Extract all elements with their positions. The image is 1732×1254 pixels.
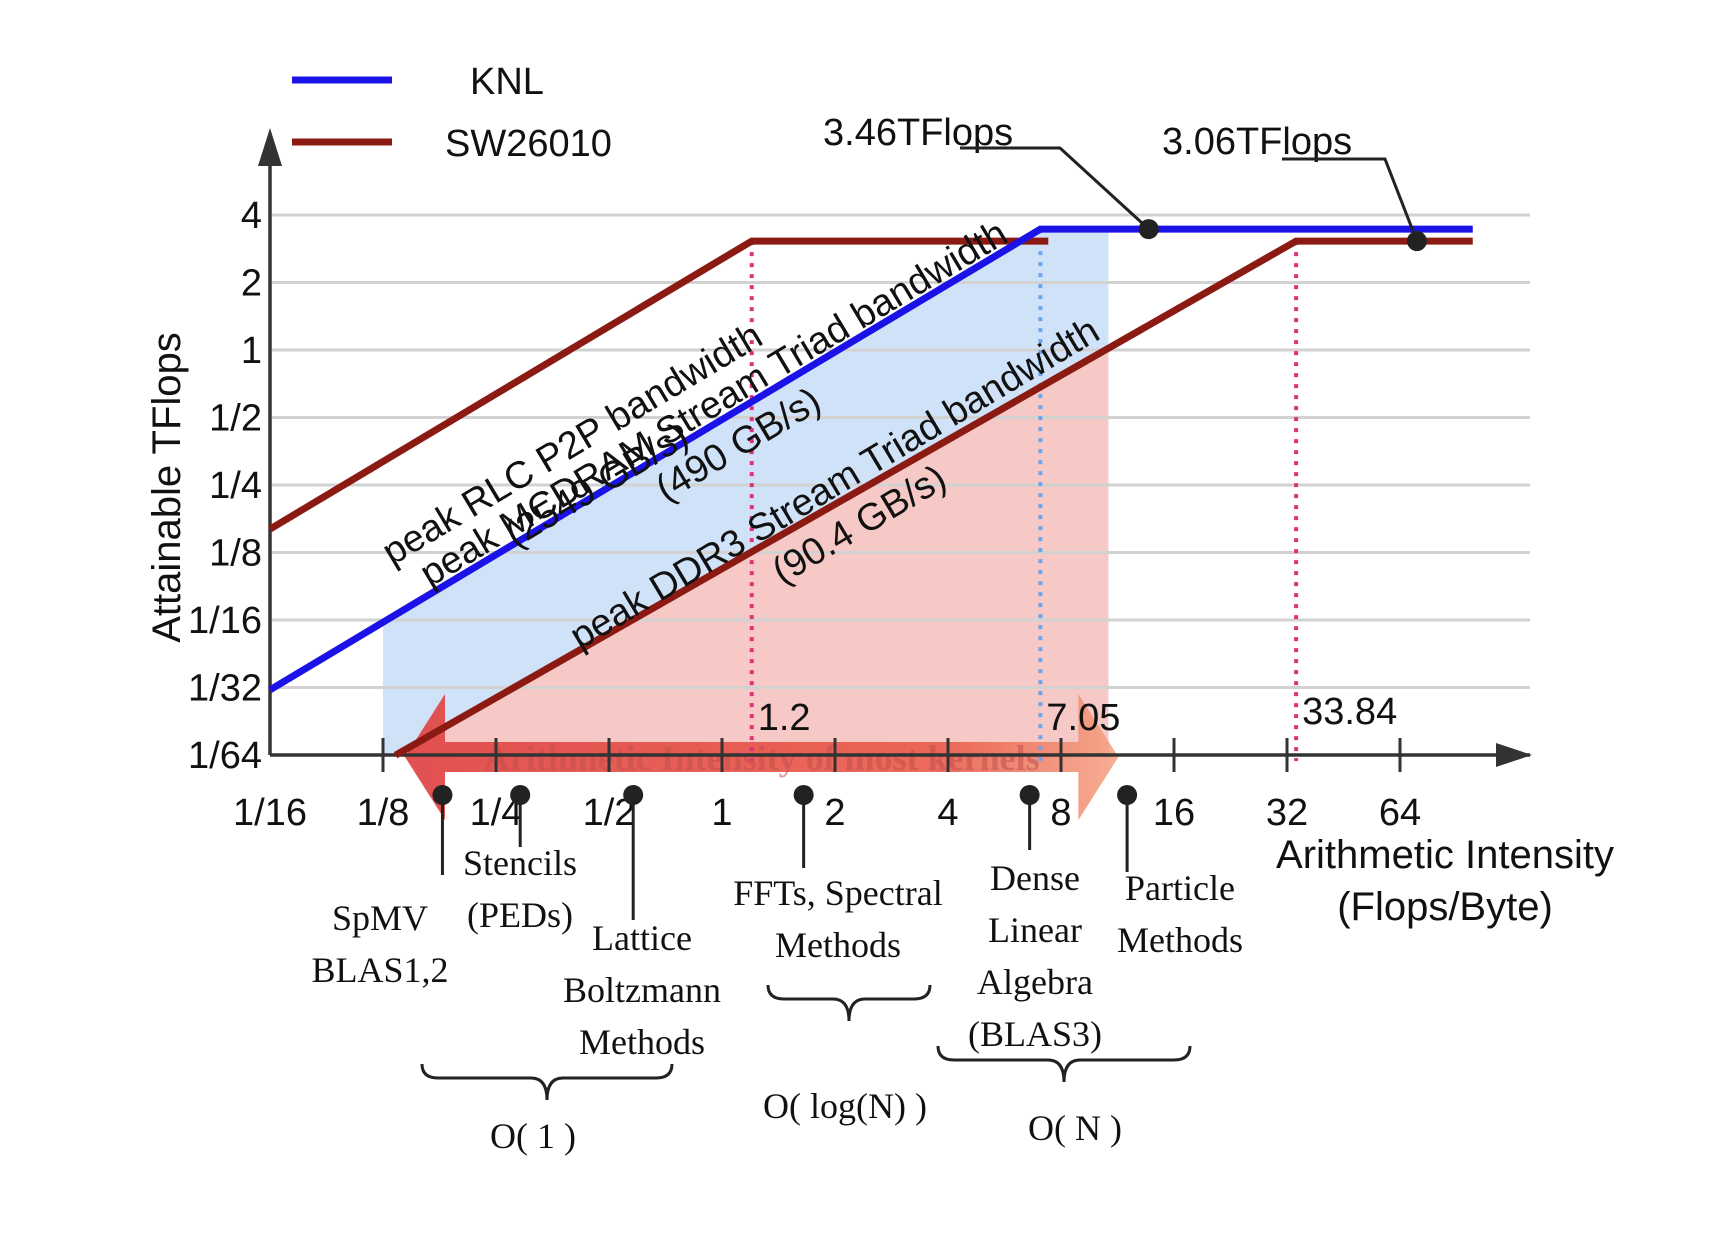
kernel-label-line: FFTs, Spectral	[733, 873, 942, 913]
kernel-label-line: SpMV	[332, 898, 428, 938]
kernel-labels: SpMV BLAS1,2 Stencils (PEDs) Lattice Boltzman…	[311, 785, 1243, 1062]
kernel-arrow-label: Arithmetic Intensity of most kernels	[484, 738, 1040, 778]
legend: KNL SW26010	[292, 61, 612, 165]
brace-o1	[420, 1063, 674, 1101]
brace-ologn	[766, 984, 932, 1022]
y-tick-label: 1/4	[209, 465, 262, 507]
kernel-arrow-shape	[405, 694, 1119, 820]
peak-leader-sw26010	[1282, 157, 1419, 242]
x-axis-unit-label: (Flops/Byte)	[1337, 885, 1553, 929]
x-tick-label: 1	[711, 792, 732, 834]
x-tick-label: 64	[1379, 792, 1421, 834]
x-tick-label: 1/16	[233, 792, 307, 834]
kernel-dot	[1117, 785, 1138, 805]
kernel-label-line: Algebra	[977, 962, 1093, 1002]
kernel-dot	[793, 785, 814, 805]
y-tick-label: 4	[241, 195, 262, 237]
kernel-label-line: Lattice	[592, 918, 692, 958]
kernel-dot	[510, 785, 531, 805]
peak-annotations: 3.46TFlops 3.06TFlops	[823, 112, 1427, 252]
kernel-label-line: Boltzmann	[563, 970, 721, 1010]
peak-dot-sw26010	[1406, 231, 1427, 252]
axes: 1/16 1/8 1/4 1/2 1 2 4 8 16 32 641/641/321/161/81/…	[145, 128, 1614, 929]
peak-label-sw26010: 3.06TFlops	[1162, 121, 1352, 163]
y-tick-label: 1/16	[188, 600, 262, 642]
y-tick-label: 1/2	[209, 398, 262, 440]
complexity-label-on: O( N )	[1028, 1108, 1122, 1148]
y-tick-label: 1	[241, 330, 262, 372]
sw26010-roofline-1	[268, 237, 1049, 533]
x-axis-arrowhead	[1496, 743, 1532, 767]
x-tick-label: 1/8	[357, 792, 410, 834]
y-axis-arrowhead	[258, 128, 282, 166]
x-tick-label: 16	[1153, 792, 1195, 834]
kernel-dot	[1019, 785, 1040, 805]
y-tick-label: 1/32	[188, 668, 262, 710]
grid	[272, 213, 1530, 689]
legend-label-sw26010: SW26010	[445, 123, 612, 165]
kernel-label-line: Linear	[988, 910, 1082, 950]
ridge-point-label: 1.2	[758, 697, 811, 739]
x-tick-label: 8	[1050, 792, 1071, 834]
x-tick-label: 2	[824, 792, 845, 834]
x-tick-label: 4	[937, 792, 958, 834]
knl-roofline	[268, 225, 1473, 693]
x-axis-label: Arithmetic Intensity	[1276, 833, 1614, 877]
kernel-dot	[623, 785, 644, 805]
kernel-label-line: Methods	[1117, 920, 1243, 960]
peak-dot-knl	[1138, 219, 1159, 240]
kernel-label-line: Dense	[990, 858, 1080, 898]
ridge-point-label: 7.05	[1046, 697, 1120, 739]
y-tick-label: 2	[241, 263, 262, 305]
y-tick-label: 1/64	[188, 735, 262, 777]
kernel-label-line: Methods	[775, 925, 901, 965]
kernel-label-line: Particle	[1125, 868, 1235, 908]
kernel-dot	[432, 785, 453, 805]
kernel-label-line: Methods	[579, 1022, 705, 1062]
legend-label-knl: KNL	[470, 61, 544, 103]
y-tick-label: 1/8	[209, 533, 262, 575]
kernel-label-line: BLAS1,2	[311, 950, 448, 990]
brace-on	[936, 1045, 1192, 1083]
ridge-point-label: 33.84	[1302, 691, 1397, 733]
kernel-label-line: Stencils	[463, 843, 577, 883]
kernel-label-line: (BLAS3)	[968, 1014, 1102, 1054]
kernel-label-line: (PEDs)	[467, 895, 573, 935]
complexity-groups: O( 1 ) O( log(N) ) O( N )	[420, 984, 1192, 1156]
complexity-label-o1: O( 1 )	[490, 1116, 576, 1156]
x-tick-label: 32	[1266, 792, 1308, 834]
peak-leader-knl	[960, 146, 1150, 231]
complexity-label-ologn: O( log(N) )	[763, 1086, 927, 1126]
y-axis-label: Attainable TFlops	[145, 332, 189, 643]
ridge-points: 1.2 7.05 33.84	[749, 229, 1397, 761]
